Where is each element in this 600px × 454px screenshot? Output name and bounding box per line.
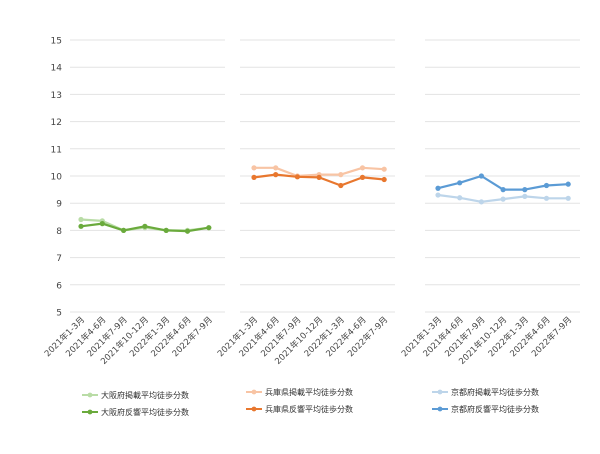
data-point	[273, 165, 279, 171]
data-point	[500, 187, 506, 193]
y-tick-label: 12	[51, 118, 62, 128]
data-point	[522, 193, 528, 199]
legend-label: 兵庫県反響平均徒歩分数	[265, 404, 353, 414]
legend-label: 京都府反響平均徒歩分数	[451, 404, 539, 414]
y-tick-label: 5	[56, 309, 62, 319]
data-point	[381, 166, 387, 172]
data-point	[478, 199, 484, 205]
y-tick-label: 10	[51, 173, 63, 183]
data-point	[316, 174, 322, 180]
y-tick-label: 7	[56, 254, 62, 264]
y-tick-label: 13	[51, 91, 62, 101]
data-point	[522, 187, 528, 193]
data-point	[435, 192, 441, 198]
y-tick-label: 11	[51, 145, 62, 155]
data-point	[163, 227, 169, 233]
data-point	[338, 182, 344, 189]
data-point	[359, 174, 366, 180]
data-point	[294, 174, 300, 180]
legend-item: 大阪府掲載平均徒歩分数	[82, 390, 189, 400]
y-tick-label: 14	[51, 64, 63, 74]
data-point	[142, 223, 148, 229]
legend-label: 京都府掲載平均徒歩分数	[451, 387, 539, 397]
legend-marker	[87, 409, 93, 415]
data-point	[478, 173, 484, 179]
legend-item: 兵庫県掲載平均徒歩分数	[246, 387, 353, 397]
y-tick-label: 8	[56, 227, 62, 237]
data-point	[78, 216, 84, 223]
data-point	[457, 180, 463, 186]
panel-1: 2021年1-3月2021年4-6月2021年7-9月2021年10-12月20…	[42, 39, 225, 417]
panel-3: 2021年1-3月2021年4-6月2021年7-9月2021年10-12月20…	[399, 39, 580, 414]
data-point	[251, 165, 257, 171]
data-point	[273, 172, 279, 178]
data-point	[543, 182, 550, 189]
data-point	[435, 185, 441, 191]
y-tick-label: 9	[56, 200, 62, 210]
legend-label: 大阪府掲載平均徒歩分数	[101, 390, 189, 400]
data-point	[359, 165, 366, 171]
data-point	[121, 227, 127, 233]
data-point	[500, 196, 506, 202]
legend-marker	[251, 406, 257, 412]
legend-item: 京都府反響平均徒歩分数	[432, 404, 539, 414]
data-point	[184, 228, 191, 234]
legend-item: 京都府掲載平均徒歩分数	[432, 387, 539, 397]
legend-marker	[87, 392, 93, 398]
data-point	[206, 225, 212, 231]
data-point	[543, 195, 550, 201]
legend-marker	[437, 389, 443, 395]
data-point	[565, 195, 571, 201]
data-point	[565, 181, 571, 187]
legend-marker	[251, 389, 257, 395]
legend-marker	[437, 406, 443, 412]
y-tick-label: 15	[51, 37, 62, 47]
y-tick-label: 6	[56, 281, 62, 291]
data-point	[338, 172, 344, 178]
data-point	[99, 221, 105, 227]
legend-label: 兵庫県掲載平均徒歩分数	[265, 387, 353, 397]
data-point	[381, 176, 387, 183]
panel-2: 2021年1-3月2021年4-6月2021年7-9月2021年10-12月20…	[215, 39, 395, 414]
data-point	[457, 195, 463, 201]
data-point	[78, 223, 84, 229]
legend-label: 大阪府反響平均徒歩分数	[101, 407, 189, 417]
legend-item: 兵庫県反響平均徒歩分数	[246, 404, 353, 414]
data-point	[251, 174, 257, 180]
legend-item: 大阪府反響平均徒歩分数	[82, 407, 189, 417]
